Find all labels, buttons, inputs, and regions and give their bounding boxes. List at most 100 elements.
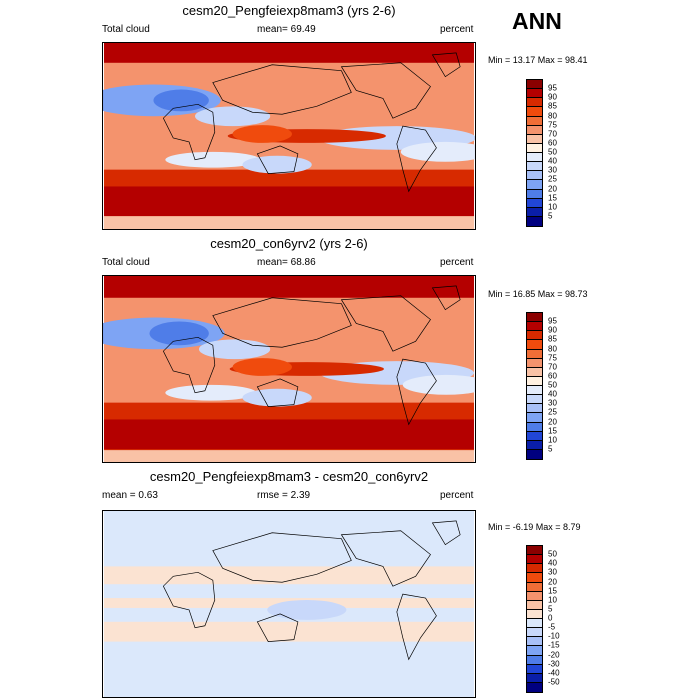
panel-2-south-america-outline (396, 358, 437, 426)
panel-1-colorbar: 95 90 85 80 75 70 60 50 40 30 25 20 15 10 5 (526, 79, 566, 227)
panel-2-arctic-band (103, 276, 475, 298)
panel-1-title: cesm20_Pengfeiexp8mam3 (yrs 2-6) (182, 3, 396, 18)
colorbar-label: -10 (548, 631, 560, 641)
colorbar-label: 90 (548, 325, 557, 335)
panel-1-south-africa-low (165, 151, 261, 168)
colorbar-label: 15 (548, 426, 557, 436)
colorbar-label: 25 (548, 174, 557, 184)
panel-3-map (102, 510, 476, 698)
colorbar-label: 75 (548, 353, 557, 363)
colorbar-label: -20 (548, 650, 560, 659)
panel-2-mean-label: mean= 68.86 (257, 257, 316, 268)
colorbar-label: 5 (548, 211, 553, 221)
colorbar-label: -40 (548, 668, 560, 678)
panel-1-arctic-band (103, 43, 475, 63)
colorbar-label: 30 (548, 567, 557, 577)
colorbar-label: -5 (548, 622, 556, 632)
colorbar-label: 60 (548, 371, 557, 381)
colorbar-label: 90 (548, 92, 557, 102)
panel-3-left-label: mean = 0.63 (102, 490, 158, 501)
colorbar-label: 80 (548, 111, 557, 120)
colorbar-label: -15 (548, 640, 560, 650)
panel-1-south-america-outline (396, 125, 437, 193)
colorbar-label: 80 (548, 344, 557, 353)
colorbar-label: 70 (548, 129, 557, 139)
colorbar-cell (526, 448, 543, 460)
panel-1-map-svg (103, 43, 475, 229)
panel-3-negative-center (267, 600, 347, 620)
colorbar-label: 50 (548, 380, 557, 390)
panel-2-title: cesm20_con6yrv2 (yrs 2-6) (210, 236, 368, 251)
panel-2-arabia-low (198, 339, 271, 360)
panel-2-warm-pool (232, 358, 292, 376)
panel-1-eurasia-outline (212, 64, 352, 115)
panel-1-australia-low (242, 155, 312, 174)
panel-2-map (102, 275, 476, 463)
panel-1-warm-pool (232, 125, 292, 143)
colorbar-label: 15 (548, 193, 557, 203)
panel-2-eurasia-outline (212, 297, 352, 348)
panel-3-units-label: percent (440, 490, 474, 501)
colorbar-label: 60 (548, 138, 557, 148)
panel-2-africa-outline (162, 336, 216, 394)
panel-1-sahara-core (153, 89, 209, 112)
colorbar-label: 5 (548, 604, 553, 614)
panel-2-australia-outline (256, 378, 299, 407)
colorbar-label: 95 (548, 83, 557, 93)
colorbar-label: 15 (548, 586, 557, 596)
colorbar-label: -50 (548, 677, 560, 687)
panel-3-north-america-outline (340, 530, 431, 587)
panel-1-map (102, 42, 476, 230)
colorbar-label: -30 (548, 659, 560, 669)
panel-2-greenland-outline (431, 285, 461, 311)
panel-3-positive-band-3 (103, 621, 475, 642)
panel-3-south-america-outline (396, 593, 437, 661)
panel-2-map-svg (103, 276, 475, 462)
panel-2-colorbar: 95 90 85 80 75 70 60 50 40 30 25 20 15 10 5 (526, 312, 566, 460)
panel-1-antarctic-band (103, 216, 475, 229)
colorbar-label: 30 (548, 398, 557, 408)
panel-1-south-atlantic-low (400, 141, 475, 162)
colorbar-label: 50 (548, 147, 557, 157)
colorbar-label: 70 (548, 362, 557, 372)
colorbar-cell (526, 681, 543, 693)
colorbar-label: 10 (548, 595, 557, 605)
panel-1-greenland-outline (431, 52, 461, 78)
colorbar-label: 10 (548, 202, 557, 212)
panel-1-north-america-outline (340, 62, 431, 119)
colorbar-label: 75 (548, 120, 557, 130)
colorbar-label: 40 (548, 389, 557, 399)
panel-1-australia-outline (256, 145, 299, 174)
panel-3-mid-label: rmse = 2.39 (257, 490, 311, 501)
panel-2-minmax: Min = 16.85 Max = 98.73 (488, 289, 588, 299)
colorbar-label: 85 (548, 334, 557, 344)
panel-1-units-label: percent (440, 24, 474, 35)
colorbar-label: 20 (548, 577, 557, 586)
panel-2-left-label: Total cloud (102, 257, 150, 268)
panel-2-units-label: percent (440, 257, 474, 268)
panel-1-arabia-low (195, 106, 271, 127)
panel-2-south-atlantic-low (402, 374, 475, 395)
panel-1-mean-label: mean= 69.49 (257, 24, 316, 35)
panel-3-map-svg (103, 511, 475, 697)
season-label: ANN (512, 8, 562, 34)
panel-3-colorbar: 50 40 30 20 15 10 5 0 -5 -10 -15 -20 -30 -40 -50 (526, 545, 566, 693)
colorbar-label: 25 (548, 407, 557, 417)
panel-3-africa-outline (162, 571, 216, 629)
colorbar-label: 0 (548, 613, 553, 623)
panel-3-minmax: Min = -6.19 Max = 8.79 (488, 522, 581, 532)
colorbar-label: 40 (548, 558, 557, 568)
colorbar-label: 50 (548, 549, 557, 559)
panel-1-left-label: Total cloud (102, 24, 150, 35)
panel-3-greenland-outline (431, 520, 461, 546)
colorbar-label: 20 (548, 184, 557, 193)
colorbar-label: 85 (548, 101, 557, 111)
panel-1-southern-core (103, 186, 475, 217)
colorbar-label: 40 (548, 156, 557, 166)
panel-1-minmax: Min = 13.17 Max = 98.41 (488, 55, 588, 65)
colorbar-label: 10 (548, 435, 557, 445)
panel-2-sahara-core (149, 321, 209, 346)
panel-2-antarctic-band (103, 450, 475, 462)
panel-1-africa-outline (162, 103, 216, 161)
panel-3-positive-band-1 (103, 566, 475, 585)
